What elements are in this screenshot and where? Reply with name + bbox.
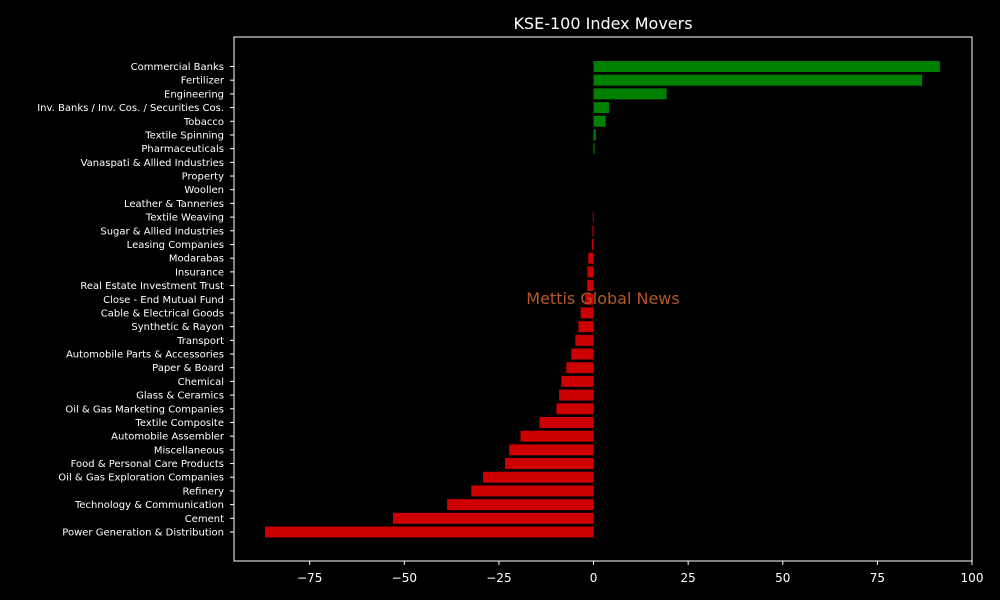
bar-18 [580, 307, 594, 319]
bars [265, 61, 940, 538]
x-axis: −75 −50 −25 0 25 50 75 100 [297, 561, 983, 585]
bar-16 [587, 280, 594, 292]
y-tick-label-1: Fertilizer [181, 76, 225, 87]
x-tick-label-3: 0 [590, 571, 598, 585]
y-tick-label-31: Refinery [183, 486, 225, 497]
bar-20 [575, 334, 594, 346]
bar-6 [593, 143, 595, 155]
bar-29 [504, 458, 594, 470]
y-tick-label-10: Leather & Tanneries [124, 199, 224, 210]
y-tick-label-2: Engineering [164, 89, 224, 100]
y-tick-label-12: Sugar & Allied Industries [100, 226, 224, 237]
bar-5 [593, 129, 596, 141]
y-tick-label-14: Modarabas [169, 254, 224, 265]
y-tick-label-6: Pharmaceuticals [141, 144, 224, 155]
bar-13 [592, 239, 594, 250]
bar-27 [520, 430, 594, 442]
bar-0 [593, 61, 940, 72]
bar-23 [561, 375, 594, 387]
y-tick-label-22: Paper & Board [152, 363, 224, 374]
watermark: Mettis Global News [526, 289, 679, 308]
chart-title: KSE-100 Index Movers [513, 14, 692, 33]
y-tick-label-27: Automobile Assembler [111, 432, 225, 443]
bar-11 [592, 211, 594, 223]
bar-31 [471, 485, 594, 497]
x-tick-label-0: −75 [297, 571, 322, 585]
y-tick-label-24: Glass & Ceramics [136, 391, 224, 402]
y-tick-label-32: Technology & Communication [74, 500, 224, 511]
y-tick-label-9: Woollen [184, 185, 224, 196]
y-tick-label-29: Food & Personal Care Products [71, 459, 224, 470]
bar-30 [483, 471, 594, 483]
y-tick-label-25: Oil & Gas Marketing Companies [65, 404, 224, 415]
bar-33 [392, 512, 594, 524]
y-axis-labels: Commercial Banks Fertilizer Engineering Inv… [37, 62, 234, 539]
bar-12 [592, 225, 594, 237]
bar-21 [571, 348, 594, 360]
x-tick-label-4: 25 [681, 571, 696, 585]
y-tick-label-17: Close - End Mutual Fund [103, 295, 224, 306]
y-tick-label-7: Vanaspati & Allied Industries [81, 158, 224, 169]
bar-32 [447, 499, 594, 511]
y-tick-label-28: Miscellaneous [154, 445, 224, 456]
y-tick-label-3: Inv. Banks / Inv. Cos. / Securities Cos. [37, 103, 224, 114]
y-tick-label-33: Cement [185, 514, 224, 525]
bar-3 [593, 102, 610, 114]
x-tick-label-5: 50 [775, 571, 790, 585]
y-tick-label-19: Synthetic & Rayon [131, 322, 224, 333]
bar-17 [585, 293, 594, 305]
x-tick-label-7: 100 [961, 571, 984, 585]
bar-22 [566, 362, 594, 374]
bar-14 [588, 252, 594, 264]
y-tick-label-26: Textile Composite [135, 418, 224, 429]
bar-26 [539, 416, 594, 428]
x-tick-label-2: −25 [486, 571, 511, 585]
y-tick-label-4: Tobacco [183, 117, 224, 128]
y-tick-label-13: Leasing Companies [127, 240, 224, 251]
y-tick-label-18: Cable & Electrical Goods [101, 308, 224, 319]
y-tick-label-23: Chemical [178, 377, 224, 388]
bar-24 [559, 389, 594, 401]
y-tick-label-11: Textile Weaving [145, 213, 224, 224]
bar-25 [556, 403, 594, 415]
bar-1 [593, 74, 923, 86]
bar-4 [593, 115, 606, 127]
y-tick-label-5: Textile Spinning [144, 130, 224, 141]
bar-34 [265, 526, 594, 538]
bar-15 [587, 266, 594, 278]
y-tick-label-30: Oil & Gas Exploration Companies [58, 473, 224, 484]
y-tick-label-16: Real Estate Investment Trust [80, 281, 224, 292]
bar-2 [593, 88, 667, 100]
bar-19 [578, 321, 594, 333]
y-tick-label-0: Commercial Banks [131, 62, 224, 73]
y-tick-label-21: Automobile Parts & Accessories [66, 350, 224, 361]
y-tick-label-15: Insurance [175, 267, 224, 278]
y-tick-label-20: Transport [176, 336, 224, 347]
x-tick-label-6: 75 [870, 571, 885, 585]
x-tick-label-1: −50 [392, 571, 417, 585]
bar-28 [509, 444, 594, 456]
y-tick-label-34: Power Generation & Distribution [62, 528, 224, 539]
y-tick-label-8: Property [182, 172, 224, 183]
